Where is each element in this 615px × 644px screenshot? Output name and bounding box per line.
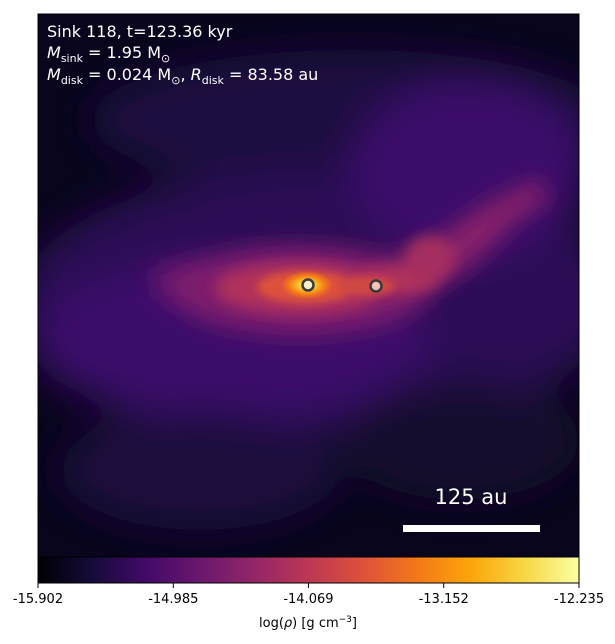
sink-mass-line: Msink = 1.95 M⊙ (47, 43, 170, 65)
info-panel: Sink 118, t=123.36 kyr Msink = 1.95 M⊙ M… (47, 22, 318, 87)
companion-sink-marker (369, 279, 383, 293)
colorbar-tick-label: -15.902 (13, 592, 63, 607)
density-map (38, 14, 579, 557)
scale-bar-label: 125 au (435, 485, 508, 509)
colorbar-tick-label: -12.235 (554, 592, 604, 607)
sink-info-line: Sink 118, t=123.36 kyr (47, 22, 233, 41)
scale-bar (403, 525, 540, 532)
colorbar-ticks: -15.902 -14.985 -14.069 -13.152 -12.235 (13, 583, 604, 607)
disk-info-line: Mdisk = 0.024 M⊙, Rdisk = 83.58 au (47, 65, 318, 87)
primary-sink-marker (301, 278, 315, 292)
colorbar-tick-label: -14.069 (283, 592, 333, 607)
colorbar-tick-label: -14.985 (148, 592, 198, 607)
colorbar-label: log(ρ) [g cm−3] (259, 615, 357, 631)
colorbar-gradient (38, 557, 579, 583)
colorbar-tick-label: -13.152 (419, 592, 469, 607)
colorbar: -15.902 -14.985 -14.069 -13.152 -12.235 log(… (13, 556, 604, 631)
